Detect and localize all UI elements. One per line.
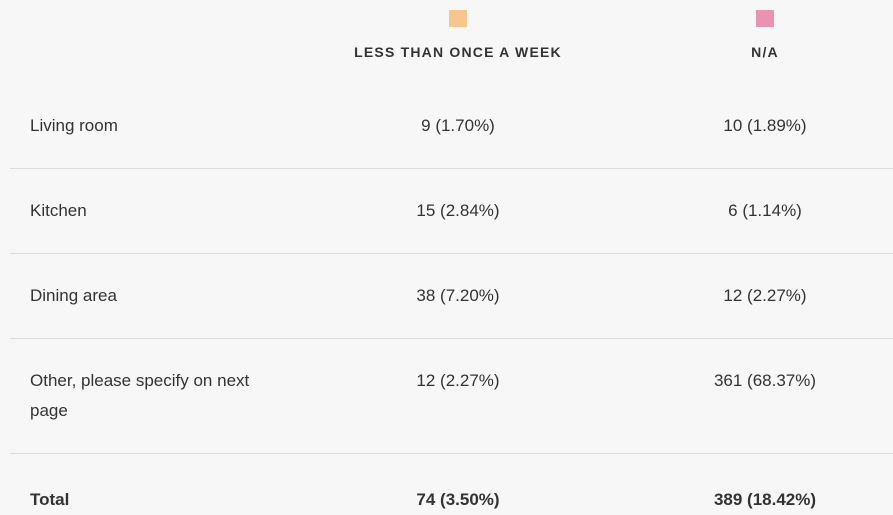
row-label: Kitchen [30,201,87,220]
table-cell: 10 (1.89%) [723,116,807,135]
table-row: Other, please specify on next page 12 (2.… [10,339,893,454]
column-header: N/A [640,0,890,60]
legend-swatch [449,10,467,27]
column-header: LESS THAN ONCE A WEEK [308,0,608,60]
total-row: Total 74 (3.50%) 389 (18.42%) [10,454,893,515]
table-cell: 12 (2.27%) [723,286,807,305]
table-row: Dining area 38 (7.20%) 12 (2.27%) [10,254,893,339]
row-label: Dining area [30,286,117,305]
column-label: LESS THAN ONCE A WEEK [354,44,562,60]
total-label: Total [30,490,70,509]
table-cell: 6 (1.14%) [728,201,802,220]
column-label: N/A [751,44,779,60]
header-row: LESS THAN ONCE A WEEK N/A [10,0,893,84]
table-cell: 15 (2.84%) [416,201,500,220]
table-row: Kitchen 15 (2.84%) 6 (1.14%) [10,169,893,254]
total-cell: 389 (18.42%) [713,490,817,509]
row-label: Living room [30,116,118,135]
table-cell: 361 (68.37%) [713,371,817,390]
row-label: Other, please specify on next page [30,371,250,420]
table-cell: 38 (7.20%) [416,286,500,305]
legend-swatch [756,10,774,27]
table-row: Living room 9 (1.70%) 10 (1.89%) [10,84,893,169]
table-cell: 12 (2.27%) [416,371,500,390]
table-cell: 9 (1.70%) [421,116,495,135]
total-cell: 74 (3.50%) [416,490,500,509]
